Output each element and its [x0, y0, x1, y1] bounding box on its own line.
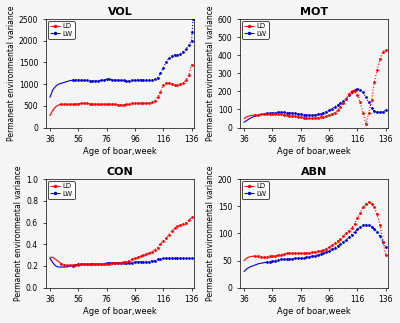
X-axis label: Age of boar,week: Age of boar,week [83, 147, 157, 156]
Y-axis label: Permanent environmental variance: Permanent environmental variance [206, 5, 215, 141]
Y-axis label: Permanent environmental variance: Permanent environmental variance [206, 166, 215, 301]
Title: MOT: MOT [300, 7, 328, 17]
X-axis label: Age of boar,week: Age of boar,week [277, 147, 351, 156]
Legend: LD, LW: LD, LW [48, 181, 75, 199]
X-axis label: Age of boar,week: Age of boar,week [277, 307, 351, 316]
Legend: LD, LW: LD, LW [242, 21, 269, 39]
Y-axis label: Permanent environmental variance: Permanent environmental variance [7, 5, 16, 141]
Title: VOL: VOL [108, 7, 132, 17]
Legend: LD, LW: LD, LW [242, 181, 269, 199]
Title: ABN: ABN [301, 167, 327, 177]
Y-axis label: Permanent environmental variance: Permanent environmental variance [14, 166, 23, 301]
X-axis label: Age of boar,week: Age of boar,week [83, 307, 157, 316]
Title: CON: CON [107, 167, 134, 177]
Legend: LD, LW: LD, LW [48, 21, 75, 39]
